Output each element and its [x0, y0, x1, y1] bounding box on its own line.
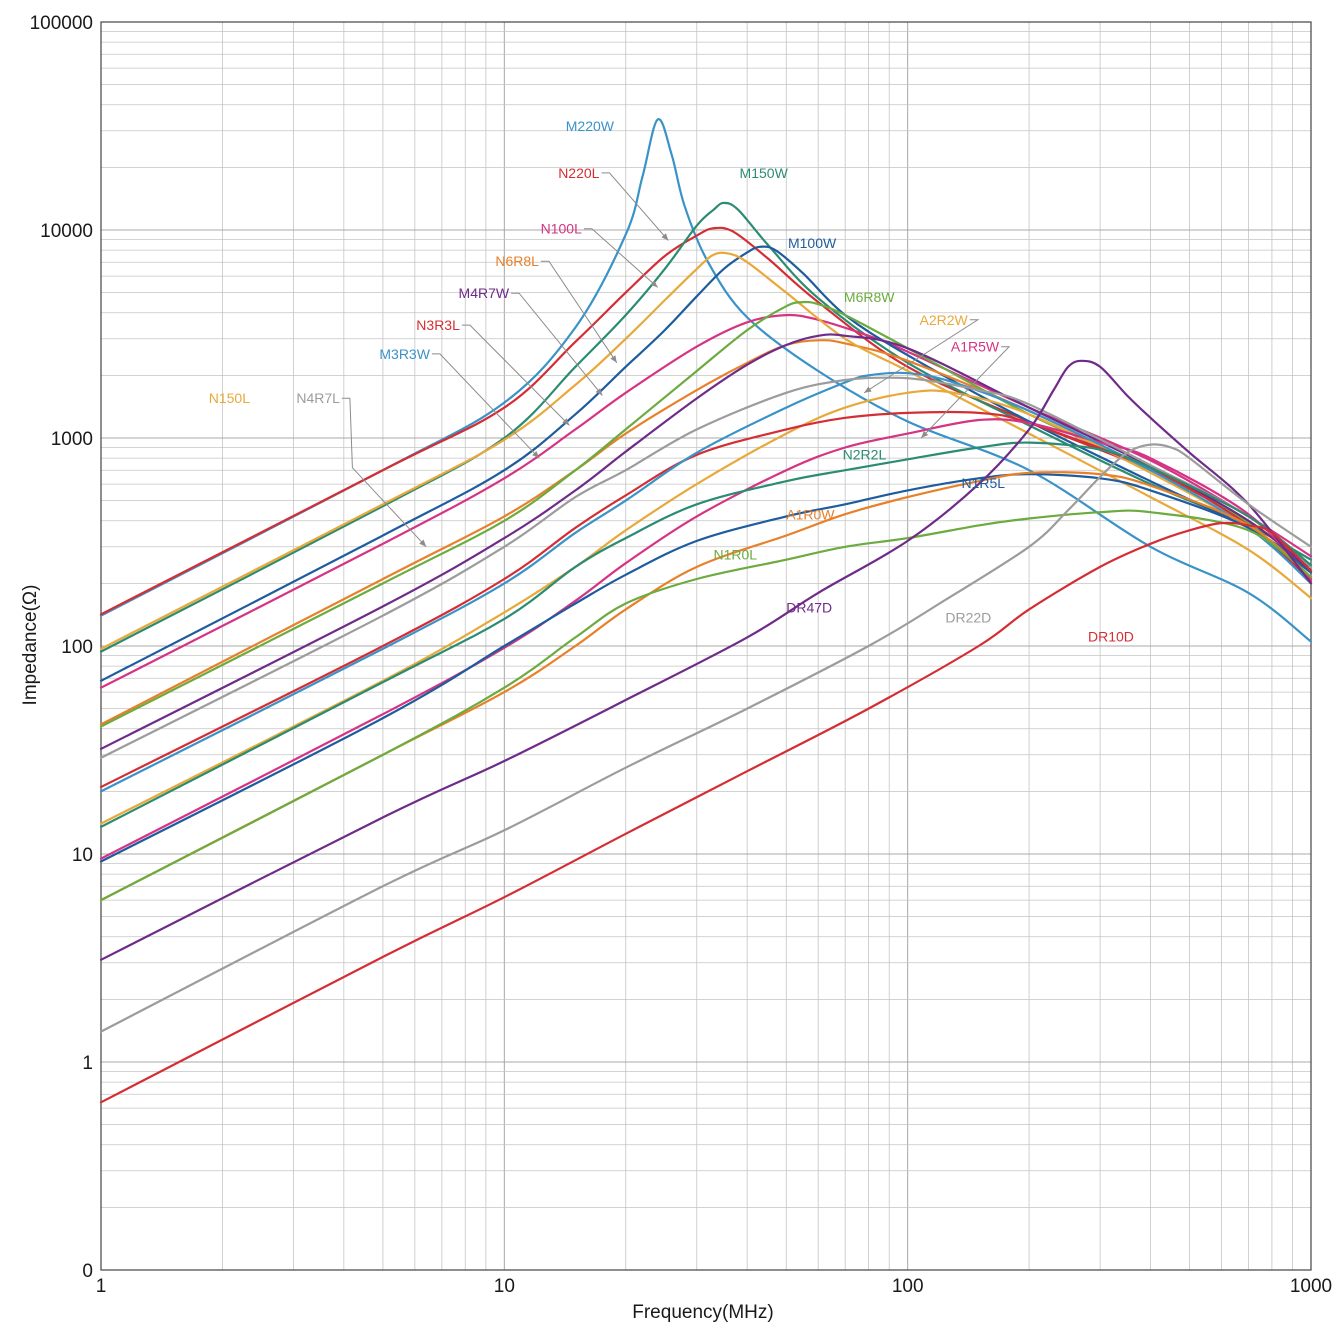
y-tick-label: 0: [82, 1261, 93, 1282]
series-label-m3r3w: M3R3W: [379, 346, 430, 362]
y-axis-label: Impedance(Ω): [20, 585, 41, 706]
leader-arrowhead: [650, 280, 658, 288]
x-tick-label: 100: [892, 1276, 924, 1297]
leader-line-n100l: [583, 228, 659, 288]
y-tick-label: 100: [61, 637, 93, 658]
series-label-n1r0l: N1R0L: [713, 547, 757, 563]
x-tick-label: 1: [96, 1276, 107, 1297]
leader-arrowhead: [562, 418, 570, 426]
leader-line-n3r3l: [461, 324, 570, 426]
series-line-n220l: [99, 226, 1313, 616]
x-tick-labels: 1 10 100 1000: [96, 1276, 1332, 1297]
plot-frame: [100, 21, 1312, 1271]
series-line-n100l: [99, 313, 1313, 689]
series-line-dr47d: [99, 359, 1313, 961]
series-label-n100l: N100L: [541, 221, 582, 237]
leader-line-m3r3w: [431, 353, 540, 459]
series-line-m6r8w: [99, 300, 1313, 728]
series-label-m100w: M100W: [788, 235, 837, 251]
series-line-m4r7w: [99, 333, 1313, 750]
y-tick-label: 100000: [30, 13, 93, 34]
leader-line-a1r5w: [920, 346, 1011, 439]
series-label-n150l: N150L: [209, 390, 250, 406]
leader-arrowhead: [532, 451, 540, 459]
leader-arrowhead: [610, 355, 617, 363]
series-line-n4r7l: [99, 376, 1313, 759]
leader-line-n220l: [601, 172, 669, 241]
series-line-n150l: [99, 251, 1313, 650]
series-line-n2r2l: [99, 441, 1313, 828]
leader-arrowhead: [864, 386, 872, 393]
series-label-dr10d: DR10D: [1088, 629, 1134, 645]
series-line-n1r0l: [99, 509, 1313, 902]
series-label-dr22d: DR22D: [945, 609, 991, 625]
leader-arrowhead: [419, 539, 427, 547]
series-labels: M220W N220L M150W N100L M100W N6R8L M6R8W M4R7W…: [209, 118, 1134, 645]
series-label-n220l: N220L: [558, 165, 599, 181]
series-line-m220w: [99, 118, 1313, 643]
leader-arrowhead: [661, 233, 669, 241]
x-tick-label: 10: [494, 1276, 515, 1297]
series-label-dr47d: DR47D: [786, 599, 832, 615]
series-line-dr10d: [99, 521, 1313, 1104]
series-curves: [99, 118, 1313, 1104]
series-label-a1r0w: A1R0W: [786, 507, 835, 523]
label-leaders: [341, 172, 1011, 548]
y-tick-labels: 0 1 10 100 1000 10000 100000: [30, 13, 93, 1282]
series-line-n1r5l: [99, 473, 1313, 863]
series-line-m100w: [99, 245, 1313, 682]
series-label-n1r5l: N1R5L: [962, 475, 1006, 491]
leader-line-a2r2w: [863, 319, 980, 394]
series-line-a2r2w: [99, 389, 1313, 825]
series-label-n4r7l: N4R7L: [296, 390, 340, 406]
leader-line-n6r8l: [540, 260, 618, 364]
leader-arrowhead: [595, 388, 603, 396]
leader-line-n4r7l: [341, 397, 427, 548]
series-label-m6r8w: M6R8W: [844, 289, 895, 305]
series-line-dr22d: [99, 443, 1313, 1033]
series-label-a1r5w: A1R5W: [951, 339, 1000, 355]
y-tick-label: 1000: [51, 429, 93, 450]
leader-line-m4r7w: [511, 292, 603, 396]
series-label-n2r2l: N2R2L: [843, 446, 887, 462]
grid: [101, 22, 1311, 1270]
series-label-a2r2w: A2R2W: [920, 312, 969, 328]
leader-arrowhead: [921, 430, 929, 438]
series-line-n3r3l: [99, 410, 1313, 789]
x-axis-label: Frequency(MHz): [632, 1302, 773, 1323]
series-label-m220w: M220W: [566, 118, 615, 134]
series-line-a1r0w: [99, 471, 1313, 902]
series-label-m4r7w: M4R7W: [459, 285, 510, 301]
series-label-n3r3l: N3R3L: [416, 317, 460, 333]
x-tick-label: 1000: [1290, 1276, 1332, 1297]
series-label-m150w: M150W: [740, 165, 789, 181]
y-tick-label: 1: [82, 1053, 93, 1074]
series-label-n6r8l: N6R8L: [495, 253, 539, 269]
y-tick-label: 10: [72, 845, 93, 866]
y-tick-label: 10000: [40, 221, 93, 242]
series-line-m150w: [99, 201, 1313, 653]
